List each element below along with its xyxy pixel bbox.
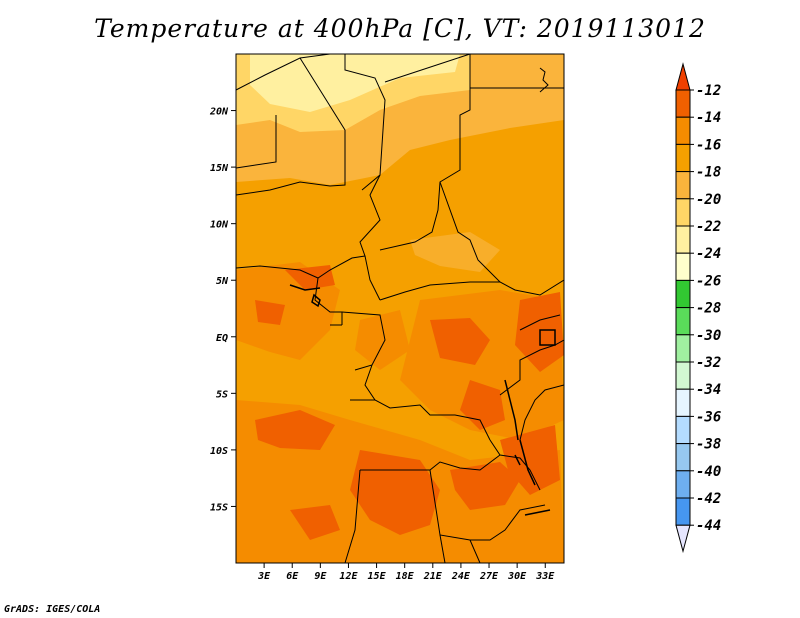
band-streak [410, 232, 500, 272]
colorbar-tick-label: -20 [696, 192, 721, 208]
colorbar-box [675, 443, 691, 472]
lon-tick-label: 3E [257, 571, 271, 582]
lon-tick-label: 9E [314, 571, 327, 582]
colorbar-tick-label: -36 [696, 409, 721, 425]
colorbar-tick-label: -34 [696, 382, 721, 398]
lat-tick-label: EQ [216, 333, 228, 344]
colorbar-box [675, 171, 691, 200]
colorbar-box [675, 497, 691, 526]
colorbar-box [675, 334, 691, 363]
lon-tick-label: 6E [286, 571, 299, 582]
lon-tick-label: 30E [507, 571, 527, 582]
lon-tick-label: 24E [451, 571, 471, 582]
colorbar-tick-label: -12 [696, 83, 721, 99]
colorbar-tick-label: -28 [696, 301, 721, 317]
colorbar-tick-label: -30 [696, 328, 721, 344]
colorbar-tick-label: -14 [696, 110, 721, 126]
colorbar-tick-label: -38 [696, 437, 721, 453]
colorbar-box [675, 307, 691, 336]
colorbar-box [675, 198, 691, 227]
colorbar-box [675, 143, 691, 173]
lat-tick-label: 15S [210, 502, 228, 513]
colorbar-under-triangle [675, 524, 691, 554]
colorbar-box [675, 470, 691, 499]
lon-tick-label: 21E [423, 571, 443, 582]
colorbar-tick-label: -40 [696, 464, 721, 480]
colorbar-tick-label: -42 [696, 491, 721, 507]
colorbar-tick-label: -18 [696, 165, 721, 181]
colorbar-over-triangle [675, 62, 691, 91]
lat-tick-label: 20N [209, 107, 229, 118]
lon-tick-label: 15E [368, 571, 387, 582]
lat-tick-label: 10N [210, 220, 229, 231]
red-sea-coast [539, 67, 549, 93]
lakes [289, 284, 556, 516]
colorbar-box [675, 225, 691, 254]
colorbar-box [675, 89, 691, 118]
colorbar-boxes [675, 62, 691, 554]
lon-tick-label: 12E [339, 571, 358, 582]
lon-tick-label: 18E [396, 571, 415, 582]
temperature-field [236, 54, 564, 563]
latitude-axis: 20N 15N 10N 5N EQ 5S 10S 15S [209, 107, 236, 513]
colorbar-tick-label: -26 [696, 273, 721, 289]
colorbar-box [675, 415, 691, 445]
lon-tick-label: 27E [479, 571, 499, 582]
colorbar-tick-label: -44 [696, 518, 721, 534]
lon-tick-label: 33E [535, 571, 555, 582]
lat-tick-label: 10S [210, 446, 228, 457]
lat-tick-label: 5S [216, 389, 228, 400]
colorbar-box [675, 116, 691, 145]
lat-tick-label: 5N [216, 276, 229, 287]
chart-title: Temperature at 400hPa [C], VT: 201911301… [94, 14, 706, 43]
colorbar-tick-label: -22 [696, 219, 721, 235]
colorbar-box [675, 252, 691, 281]
colorbar-labels: -12 -14 -16 -18 -20 -22 -24 -26 -28 -30 -32 -34 -36 -… [690, 83, 721, 534]
map-frame [235, 53, 565, 564]
colorbar-tick-label: -24 [696, 246, 721, 262]
longitude-axis: 3E 6E 9E 12E 15E 18E 21E 24E 27E 30E 33E [257, 563, 555, 582]
colorbar-box [675, 388, 691, 417]
country-borders [236, 54, 564, 563]
colorbar-tick-label: -16 [696, 137, 721, 153]
lat-tick-label: 15N [210, 163, 229, 174]
colorbar-tick-label: -32 [696, 355, 721, 371]
band-minus-22 [250, 54, 460, 112]
colorbar-box [675, 361, 691, 390]
footer-credit: GrADS: IGES/COLA [4, 604, 101, 615]
colorbar-box [675, 279, 691, 309]
